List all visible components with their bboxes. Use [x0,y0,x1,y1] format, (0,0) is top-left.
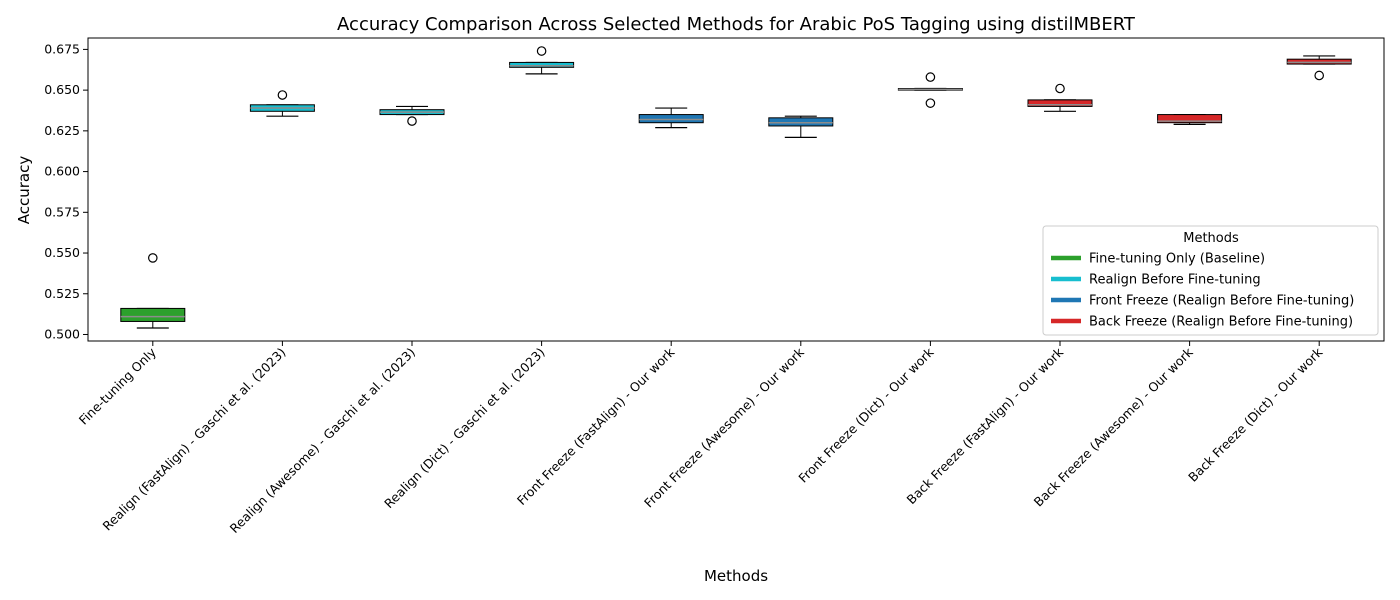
x-tick-label: Front Freeze (Dict) - Our work [795,344,937,486]
x-axis-label: Methods [704,567,768,585]
legend-entry-label: Front Freeze (Realign Before Fine-tuning… [1089,294,1354,309]
legend-title: Methods [1183,231,1239,246]
y-tick-label: 0.650 [44,82,80,97]
outlier-point [1314,70,1324,81]
x-tick-label: Fine-tuning Only [76,344,160,428]
outlier-point [148,253,158,263]
y-tick-label: 0.500 [44,326,80,341]
y-tick-label: 0.600 [44,164,80,179]
box-group [1157,113,1223,125]
y-tick-label: 0.675 [44,41,80,56]
chart-title: Accuracy Comparison Across Selected Meth… [337,14,1136,35]
box-series [120,46,1352,329]
box-group [379,105,445,126]
box-group [249,90,315,117]
y-tick-label: 0.575 [44,204,80,219]
outlier-point [925,98,936,108]
box-group [638,107,704,129]
box-group [509,46,575,75]
box-group [120,253,186,329]
box [1027,99,1093,107]
y-tick-label: 0.550 [44,245,80,260]
legend-entry-label: Fine-tuning Only (Baseline) [1089,252,1265,267]
y-tick-label: 0.525 [44,286,80,301]
x-tick-label: Realign (Dict) - Gaschi et al. (2023) [381,345,548,512]
y-axis-label: Accuracy [15,156,33,225]
box-group [1286,55,1352,81]
box-group [1027,83,1093,112]
outlier-point [407,116,417,126]
y-axis: 0.500 0.525 0.550 0.575 0.600 0.625 0.650 0.675 [44,41,88,341]
outlier-point [536,46,547,56]
x-tick-label: Back Freeze (Dict) - Our work [1185,344,1326,485]
outlier-point [925,72,936,82]
box [768,117,834,127]
x-tick-label: Front Freeze (FastAlign) - Our work [514,344,678,508]
box [120,307,186,322]
legend-entry-label: Realign Before Fine-tuning [1089,273,1261,288]
box [1286,58,1352,65]
legend-entry-label: Back Freeze (Realign Before Fine-tuning) [1089,315,1353,330]
box [638,114,704,124]
outlier-point [277,90,288,100]
x-tick-label: Front Freeze (Awesome) - Our work [641,344,807,510]
y-tick-label: 0.625 [44,123,80,138]
box-group [897,72,963,108]
plot-area [87,37,1385,342]
legend-frame [1042,225,1379,336]
box [1157,114,1223,124]
box-group [768,115,834,138]
box [509,61,575,68]
legend: Methods Fine-tuning Only (Baseline) Reali… [1042,225,1379,336]
outlier-point [1055,83,1065,94]
x-tick-label: Back Freeze (Awesome) - Our work [1031,344,1197,510]
x-tick-label: Back Freeze (FastAlign) - Our work [904,344,1067,507]
